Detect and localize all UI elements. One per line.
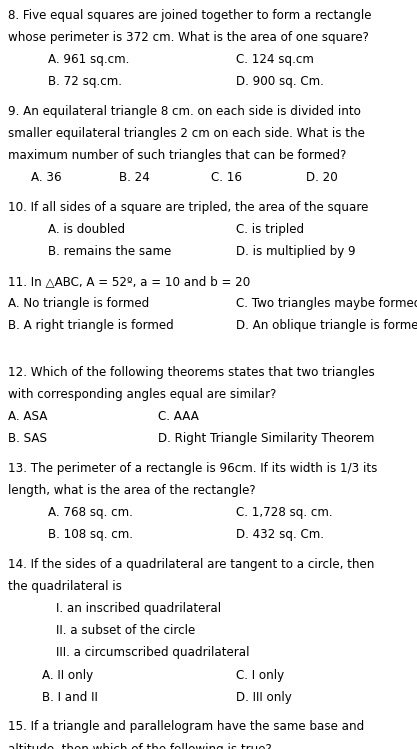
Text: the quadrilateral is: the quadrilateral is <box>8 580 121 593</box>
Text: 13. The perimeter of a rectangle is 96cm. If its width is 1/3 its: 13. The perimeter of a rectangle is 96cm… <box>8 462 377 475</box>
Text: length, what is the area of the rectangle?: length, what is the area of the rectangl… <box>8 484 255 497</box>
Text: A. No triangle is formed: A. No triangle is formed <box>8 297 149 310</box>
Text: D. Right Triangle Similarity Theorem: D. Right Triangle Similarity Theorem <box>158 432 375 445</box>
Text: A. 768 sq. cm.: A. 768 sq. cm. <box>48 506 133 519</box>
Text: B. A right triangle is formed: B. A right triangle is formed <box>8 319 173 333</box>
Text: B. 108 sq. cm.: B. 108 sq. cm. <box>48 528 133 542</box>
Text: B. 72 sq.cm.: B. 72 sq.cm. <box>48 76 122 88</box>
Text: 8. Five equal squares are joined together to form a rectangle: 8. Five equal squares are joined togethe… <box>8 9 371 22</box>
Text: 9. An equilateral triangle 8 cm. on each side is divided into: 9. An equilateral triangle 8 cm. on each… <box>8 105 360 118</box>
Text: B. remains the same: B. remains the same <box>48 246 171 258</box>
Text: A. ASA: A. ASA <box>8 410 47 423</box>
Text: smaller equilateral triangles 2 cm on each side. What is the: smaller equilateral triangles 2 cm on ea… <box>8 127 364 140</box>
Text: D. is multiplied by 9: D. is multiplied by 9 <box>236 246 355 258</box>
Text: A. 961 sq.cm.: A. 961 sq.cm. <box>48 53 129 66</box>
Text: with corresponding angles equal are similar?: with corresponding angles equal are simi… <box>8 388 276 401</box>
Text: 12. Which of the following theorems states that two triangles: 12. Which of the following theorems stat… <box>8 366 374 379</box>
Text: 11. In △ABC, A = 52º, a = 10 and b = 20: 11. In △ABC, A = 52º, a = 10 and b = 20 <box>8 275 250 288</box>
Text: 15. If a triangle and parallelogram have the same base and: 15. If a triangle and parallelogram have… <box>8 721 364 733</box>
Text: C. Two triangles maybe formed: C. Two triangles maybe formed <box>236 297 417 310</box>
Text: altitude, then which of the following is true?: altitude, then which of the following is… <box>8 742 271 749</box>
Text: II. a subset of the circle: II. a subset of the circle <box>56 625 196 637</box>
Text: C. I only: C. I only <box>236 669 284 682</box>
Text: D. 20: D. 20 <box>306 172 338 184</box>
Text: A. II only: A. II only <box>42 669 93 682</box>
Text: C. 1,728 sq. cm.: C. 1,728 sq. cm. <box>236 506 332 519</box>
Text: B. SAS: B. SAS <box>8 432 47 445</box>
Text: maximum number of such triangles that can be formed?: maximum number of such triangles that ca… <box>8 149 346 163</box>
Text: 14. If the sides of a quadrilateral are tangent to a circle, then: 14. If the sides of a quadrilateral are … <box>8 558 374 571</box>
Text: C. AAA: C. AAA <box>158 410 199 423</box>
Text: D. 900 sq. Cm.: D. 900 sq. Cm. <box>236 76 324 88</box>
Text: B. I and II: B. I and II <box>42 691 98 703</box>
Text: C. is tripled: C. is tripled <box>236 223 304 237</box>
Text: A. is doubled: A. is doubled <box>48 223 125 237</box>
Text: B. 24: B. 24 <box>119 172 150 184</box>
Text: 10. If all sides of a square are tripled, the area of the square: 10. If all sides of a square are tripled… <box>8 201 368 214</box>
Text: whose perimeter is 372 cm. What is the area of one square?: whose perimeter is 372 cm. What is the a… <box>8 31 368 44</box>
Text: C. 16: C. 16 <box>211 172 241 184</box>
Text: I. an inscribed quadrilateral: I. an inscribed quadrilateral <box>56 602 221 615</box>
Text: D. III only: D. III only <box>236 691 291 703</box>
Text: D. An oblique triangle is formed: D. An oblique triangle is formed <box>236 319 417 333</box>
Text: III. a circumscribed quadrilateral: III. a circumscribed quadrilateral <box>56 646 250 659</box>
Text: D. 432 sq. Cm.: D. 432 sq. Cm. <box>236 528 324 542</box>
Text: C. 124 sq.cm: C. 124 sq.cm <box>236 53 314 66</box>
Text: A. 36: A. 36 <box>31 172 62 184</box>
